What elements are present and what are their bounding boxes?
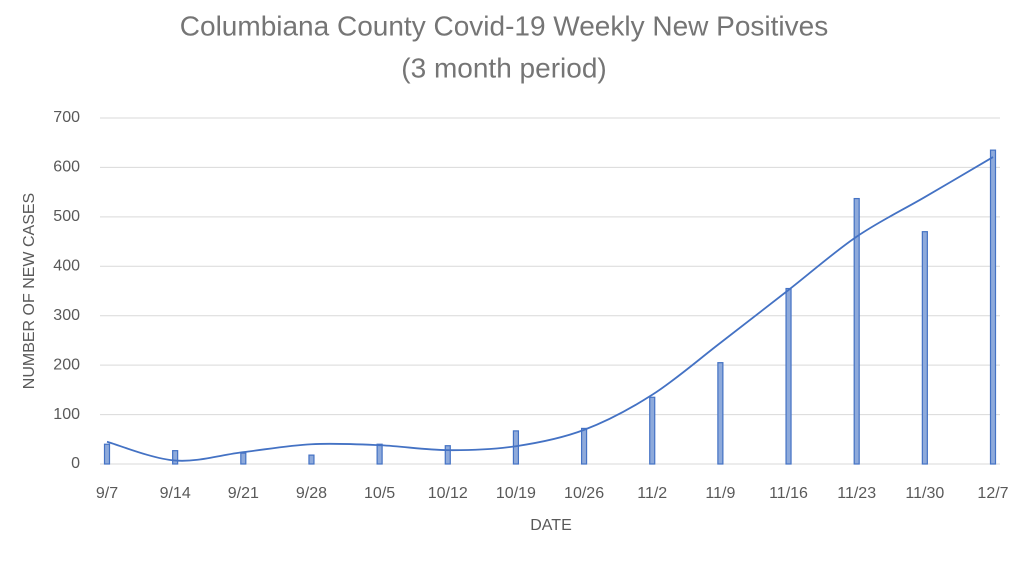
y-tick-label: 700: [53, 109, 80, 126]
y-tick-label: 100: [53, 406, 80, 423]
x-tick-label: 9/28: [296, 485, 327, 502]
y-tick-label: 200: [53, 356, 80, 373]
x-tick-label: 11/23: [837, 485, 876, 502]
trendline: [106, 156, 994, 462]
bar: [103, 443, 111, 465]
x-tick-label: 11/16: [769, 485, 808, 502]
y-axis-title: NUMBER OF NEW CASES: [21, 193, 38, 389]
bar: [308, 454, 315, 465]
chart-subtitle: (3 month period): [401, 52, 606, 83]
x-tick-label: 9/21: [228, 485, 259, 502]
x-tick-label: 9/14: [160, 485, 191, 502]
y-tick-label: 300: [53, 307, 80, 324]
x-tick-label: 12/7: [977, 485, 1008, 502]
bar: [853, 197, 860, 465]
chart-title: Columbiana County Covid-19 Weekly New Po…: [180, 10, 828, 41]
y-tick-label: 0: [71, 455, 80, 472]
y-tick-label: 600: [53, 159, 80, 176]
bar: [921, 231, 928, 465]
x-tick-label: 11/2: [637, 485, 667, 502]
bar: [717, 362, 724, 465]
bar: [649, 396, 656, 465]
y-tick-label: 500: [53, 208, 80, 225]
bar: [444, 445, 451, 465]
x-tick-label: 10/12: [428, 485, 468, 502]
y-tick-label: 400: [53, 258, 80, 275]
bar: [240, 452, 247, 465]
bar: [376, 443, 383, 465]
bar: [172, 450, 179, 465]
x-tick-label: 10/5: [364, 485, 395, 502]
x-axis-title: DATE: [530, 517, 571, 534]
bar: [512, 430, 520, 465]
x-tick-label: 9/7: [96, 485, 118, 502]
x-tick-label: 10/19: [496, 485, 536, 502]
x-tick-label: 11/30: [905, 485, 944, 502]
x-tick-label: 10/26: [564, 485, 604, 502]
bar: [989, 149, 997, 465]
bar: [785, 287, 792, 465]
x-tick-label: 11/9: [705, 485, 735, 502]
bar: [580, 427, 588, 465]
